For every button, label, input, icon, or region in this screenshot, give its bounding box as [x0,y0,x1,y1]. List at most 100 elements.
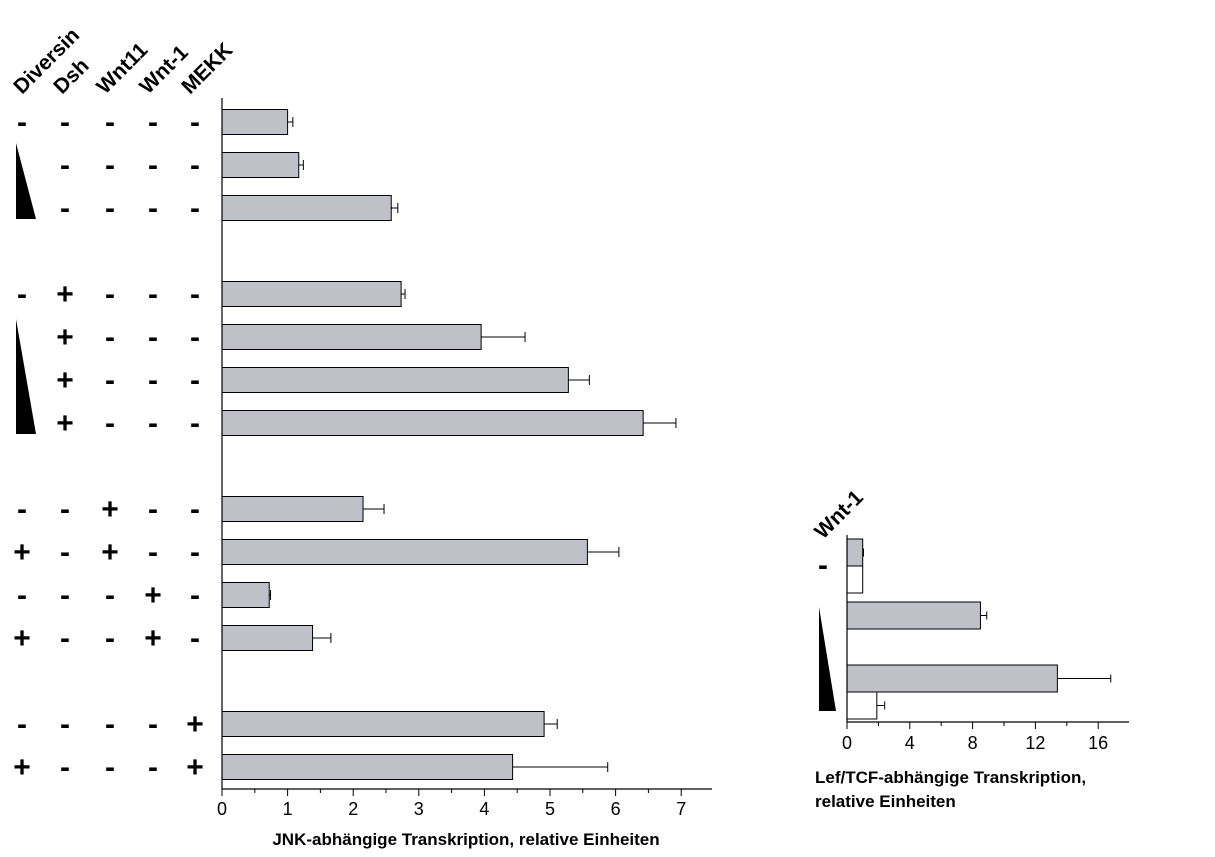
minus-mark: - [190,622,200,655]
bar [846,565,864,594]
plus-mark: + [144,579,162,612]
x-tick-label: 12 [1025,733,1045,753]
bar [221,281,402,307]
minus-mark: - [190,364,200,397]
plus-mark: + [13,622,31,655]
x-tick-label: 2 [348,799,358,819]
dose-ramp-wedge [16,319,36,434]
bar [221,152,300,178]
bar [846,601,981,630]
right-x-ticks: 0 4 8 12 16 [842,722,1108,753]
minus-mark: - [60,579,70,612]
minus-mark: - [105,407,115,440]
x-tick-label: 0 [842,733,852,753]
bar [221,625,314,651]
left-condition-headers: Diversin Dsh Wnt11 Wnt-1 MEKK [9,24,237,99]
bar [221,109,289,135]
x-tick-label: 7 [676,799,686,819]
minus-mark: - [190,192,200,225]
plus-mark: + [13,751,31,784]
minus-mark: - [105,622,115,655]
bar [221,539,588,565]
x-tick-label: 4 [479,799,489,819]
minus-mark: - [60,708,70,741]
minus-mark: - [105,149,115,182]
minus-mark: - [60,149,70,182]
plus-mark: + [101,536,119,569]
x-tick-label: 6 [611,799,621,819]
bar [846,664,1058,693]
bar [221,324,482,350]
minus-mark: - [190,321,200,354]
x-tick-label: 16 [1088,733,1108,753]
minus-mark: - [17,278,27,311]
dose-ramp-wedge [819,607,836,711]
right-x-axis-label: Lef/TCF-abhängige Transkription, [815,768,1086,787]
header-wnt1-right: Wnt-1 [810,486,868,544]
minus-mark: - [17,106,27,139]
minus-mark: - [148,106,158,139]
left-axes: 0 1 2 3 4 5 6 7 JNK-abhängige Transkription, re… [217,98,712,849]
header-mekk: MEKK [177,39,237,99]
plus-mark: + [56,407,74,440]
minus-mark: - [105,708,115,741]
plus-mark: + [13,536,31,569]
minus-mark: - [190,278,200,311]
minus-mark: - [105,321,115,354]
bar [221,195,392,221]
left-condition-marks: - - - - -- - - -- - - -- + - - -+ - - -+ - - -+ - - -- - + - -+ - + - -… [13,106,204,784]
minus-mark: - [17,708,27,741]
x-tick-label: 0 [217,799,227,819]
minus-mark: - [190,493,200,526]
x-tick-label: 4 [905,733,915,753]
minus-mark: - [60,493,70,526]
minus-mark: - [105,106,115,139]
minus-mark: - [105,364,115,397]
minus-mark: - [148,321,158,354]
minus-mark: - [190,536,200,569]
plus-mark: + [186,708,204,741]
minus-mark: - [105,579,115,612]
minus-mark: - [148,708,158,741]
minus-mark: - [105,278,115,311]
bar [221,711,545,737]
plus-mark: + [186,751,204,784]
x-tick-label: 8 [968,733,978,753]
minus-mark: - [190,407,200,440]
right-condition-marks: - [818,549,836,711]
left-x-ticks: 0 1 2 3 4 5 6 7 [217,789,686,819]
minus-mark: - [148,751,158,784]
dose-ramp-wedge [16,143,36,219]
bar [221,582,270,608]
minus-mark: - [148,536,158,569]
right-bars [846,538,1112,720]
minus-mark: - [60,622,70,655]
minus-mark: - [148,364,158,397]
bar [221,496,364,522]
minus-mark: - [148,493,158,526]
bar [221,754,514,780]
plus-mark: + [56,321,74,354]
plus-mark: + [101,493,119,526]
minus-mark: - [148,278,158,311]
left-x-axis-label: JNK-abhängige Transkription, relative Ei… [272,830,659,849]
bar [221,367,569,393]
bar [846,691,878,720]
minus-mark: - [148,407,158,440]
bar [221,410,644,436]
minus-mark: - [190,149,200,182]
minus-mark: - [148,149,158,182]
x-tick-label: 1 [283,799,293,819]
right-x-axis-label-line2: relative Einheiten [815,792,956,811]
plus-mark: + [56,278,74,311]
minus-mark: - [60,192,70,225]
minus-mark: - [60,536,70,569]
right-axes: 0 4 8 12 16 Lef/TCF-abhängige Transkription,… [815,535,1129,811]
minus-mark: - [105,192,115,225]
minus-mark: - [190,579,200,612]
minus-mark: - [17,579,27,612]
left-bars [221,109,677,780]
minus-mark: - [60,106,70,139]
minus-mark: - [148,192,158,225]
